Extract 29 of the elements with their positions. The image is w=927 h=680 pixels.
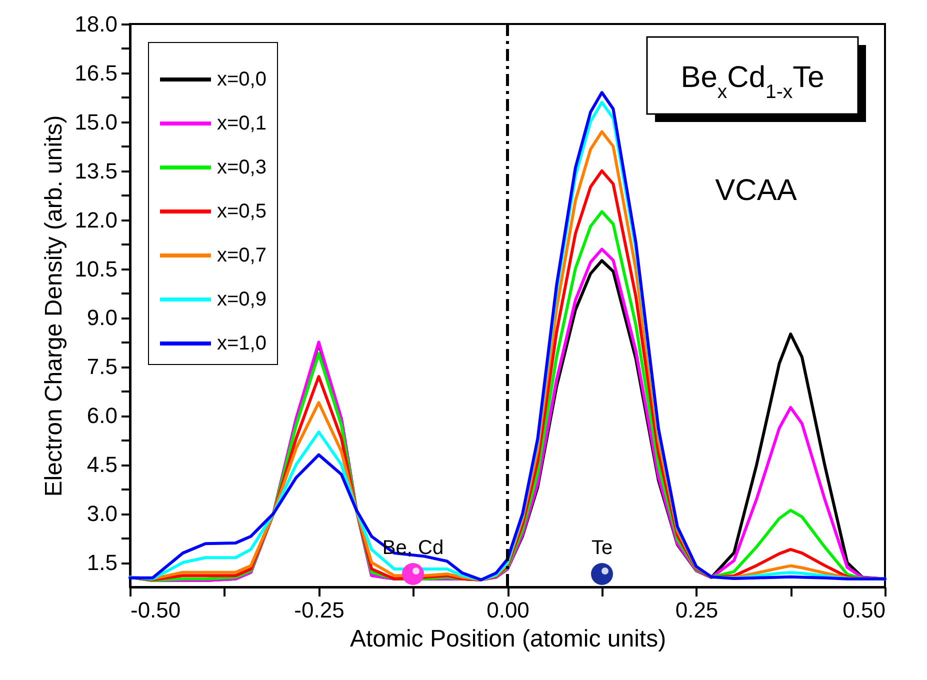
legend-label: x=0,9: [217, 288, 266, 310]
y-axis-title: Electron Charge Density (arb. units): [40, 115, 68, 497]
y-tick-label: 1.5: [86, 550, 118, 576]
x-tick-label: 0.25: [675, 598, 718, 622]
y-tick-label: 15.0: [74, 109, 118, 134]
annotation: Te: [591, 537, 613, 559]
annotation: Be$_{x}$Cd$_{1-x}$Te: [680, 61, 824, 103]
annotation: VCAA: [715, 174, 797, 207]
y-tick-label: 10.5: [74, 256, 118, 282]
y-tick-label: 18.0: [74, 12, 118, 36]
y-tick-label: 7.5: [86, 354, 118, 380]
legend-label: x=0,3: [217, 156, 266, 178]
legend-label: x=0,5: [217, 200, 266, 222]
y-tick-label: 12.0: [74, 207, 118, 232]
x-tick-label: -0.50: [130, 598, 181, 622]
x-tick-label: 0.00: [486, 598, 530, 622]
y-tick-label: 9.0: [86, 305, 118, 330]
legend-label: x=0,1: [217, 112, 266, 134]
y-tick-label: 3.0: [86, 501, 118, 526]
y-tick-label: 4.5: [86, 452, 118, 478]
x-axis-title: Atomic Position (atomic units): [350, 626, 666, 652]
legend-label: x=1,0: [217, 332, 266, 354]
y-tick-label: 13.5: [74, 158, 118, 184]
legend-label: x=0,7: [217, 244, 266, 266]
legend-label: x=0,0: [217, 68, 266, 90]
y-tick-label: 16.5: [74, 60, 118, 86]
x-tick-label: -0.25: [294, 598, 344, 622]
x-tick-label: 0.50: [842, 598, 886, 622]
y-tick-label: 6.0: [86, 403, 118, 428]
